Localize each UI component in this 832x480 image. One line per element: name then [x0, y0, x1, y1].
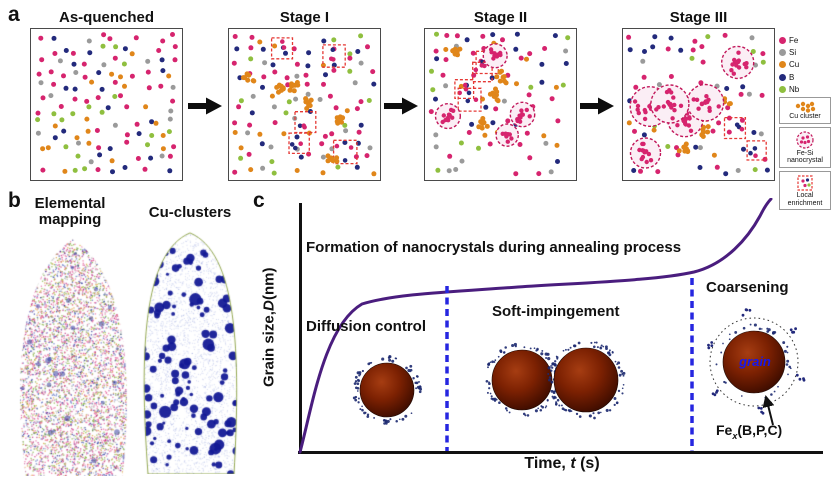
fe-dot-icon: [779, 37, 786, 45]
x-axis: [298, 451, 823, 454]
ylabel-symbol-D: D: [260, 300, 278, 312]
atom-scatter-stage-1: [231, 33, 377, 177]
xlabel-text-2: (s): [575, 455, 600, 472]
cu-clusters-title: Cu-clusters: [148, 204, 232, 221]
growth-curve: [298, 198, 773, 454]
legend: Fe Si Cu B Nb Cu cluster: [779, 36, 831, 213]
stage-2: Stage II: [424, 8, 577, 181]
region-coarsening: Coarsening: [706, 279, 789, 296]
fex-subscript-x: x: [732, 430, 738, 441]
grain-spheres: [352, 308, 806, 425]
stage-box-3: [622, 28, 775, 181]
legend-label-local-enrichment: Local enrichment: [787, 192, 823, 207]
stage-box-as-quenched: [30, 28, 183, 181]
elemental-mapping-image: [14, 232, 132, 476]
y-axis: [299, 203, 302, 452]
legend-item-b: B: [779, 73, 831, 82]
stage-title-2: Stage II: [473, 9, 528, 26]
ylabel-text-1: Grain size,: [260, 311, 278, 388]
stage-title-3: Stage III: [669, 9, 728, 26]
cu-cluster-icon: [795, 101, 816, 113]
stage-3: Stage III: [622, 8, 775, 181]
fex-text-2: (B,P,C): [737, 422, 783, 438]
panel-a-label: a: [8, 3, 20, 26]
legend-item-cu-cluster: Cu cluster: [779, 96, 831, 124]
legend-label-nb: Nb: [789, 84, 800, 94]
stage-title-1: Stage I: [279, 9, 330, 26]
x-axis-label: Time, t (s): [492, 455, 632, 473]
atom-scatter-stage-2: [428, 31, 571, 177]
arrow-right-icon-2: [384, 97, 418, 115]
precipitate-label: Fex(B,P,C): [716, 422, 782, 441]
panel-c-label: c: [253, 189, 265, 212]
atom-scatter-as-quenched: [35, 32, 178, 175]
legend-label-cu: Cu: [789, 60, 800, 70]
xlabel-symbol-t: t: [570, 455, 576, 472]
cu-clusters-image: [140, 228, 240, 474]
xlabel-text-1: Time,: [524, 455, 571, 472]
arrow-right-icon-1: [188, 97, 222, 115]
elemental-mapping-title: Elemental mapping: [34, 195, 106, 228]
si-dot-icon: [779, 49, 786, 57]
arrow-right-icon-3: [580, 97, 614, 115]
region-soft-impingement: Soft-impingement: [492, 303, 620, 320]
legend-label-si: Si: [789, 48, 797, 58]
stage-1: Stage I: [228, 8, 381, 181]
grain-label: grain: [739, 354, 771, 369]
panel-b-label: b: [8, 189, 21, 212]
fex-arrow: [762, 395, 775, 426]
b-dot-icon: [779, 73, 786, 81]
cu-dot-icon: [779, 61, 786, 69]
legend-label-fe: Fe: [789, 36, 799, 45]
atom-scatter-stage-3: [626, 32, 770, 177]
stage-title-as-quenched: As-quenched: [58, 9, 154, 26]
legend-label-fesi-nanocrystal: Fe-Si nanocrystal: [787, 149, 823, 165]
region-diffusion-control: Diffusion control: [306, 318, 426, 335]
stage-box-2: [424, 28, 577, 181]
chart-annotation: Formation of nanocrystals during anneali…: [306, 239, 682, 256]
local-enrichment-icon: [797, 175, 813, 191]
fex-text-1: Fe: [716, 422, 733, 438]
grain-growth-chart: [298, 198, 806, 454]
legend-item-fesi-nanocrystal: Fe-Si nanocrystal: [779, 126, 831, 168]
legend-label-b: B: [789, 72, 795, 82]
nb-dot-icon: [779, 85, 786, 93]
legend-item-fe: Fe: [779, 36, 831, 45]
stage-box-1: [228, 28, 381, 181]
legend-item-si: Si: [779, 48, 831, 57]
legend-item-nb: Nb: [779, 85, 831, 94]
stage-as-quenched: As-quenched: [30, 8, 183, 181]
legend-item-cu: Cu: [779, 60, 831, 69]
fesi-nanocrystal-icon: [796, 131, 814, 149]
y-axis-label: Grain size, D (nm): [258, 200, 280, 455]
legend-label-cu-cluster: Cu cluster: [789, 112, 821, 120]
ylabel-text-2: (nm): [260, 267, 278, 301]
legend-item-local-enrichment: Local enrichment: [779, 171, 831, 211]
